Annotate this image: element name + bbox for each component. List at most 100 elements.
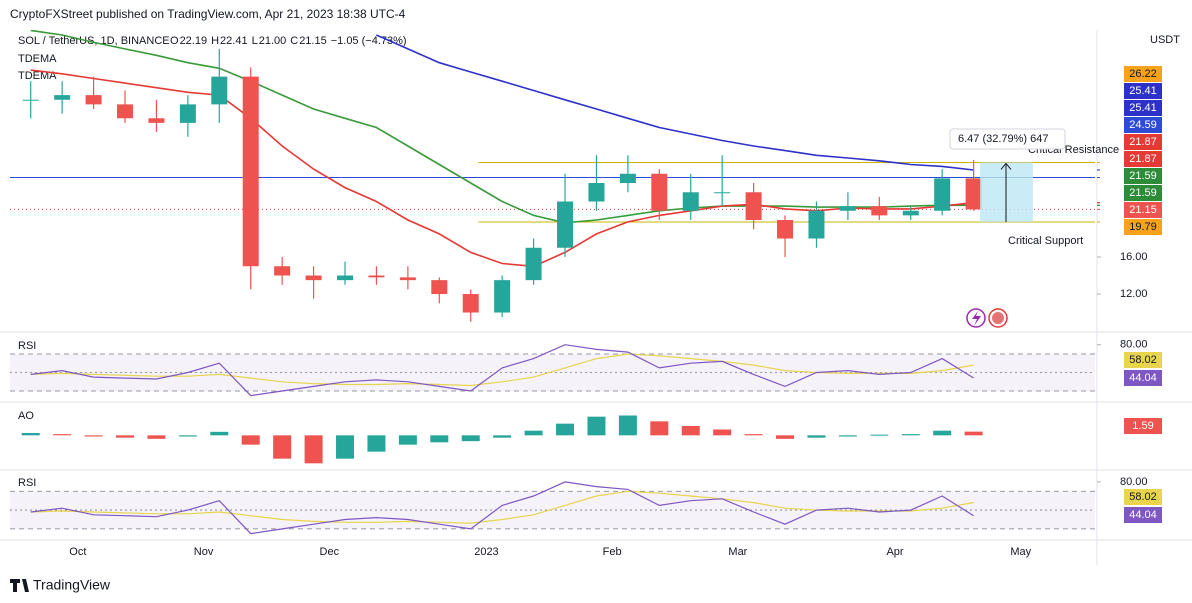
candle-body xyxy=(462,294,479,313)
icons xyxy=(966,308,1008,328)
symbol: SOL / TetherUS, 1D, BINANCE xyxy=(18,35,170,47)
candle-body xyxy=(714,192,731,194)
candle-body xyxy=(85,95,102,105)
legend: SOL / TetherUS, 1D, BINANCE TDEMA TDEMA xyxy=(18,35,170,82)
price-badge-label: 58.02 xyxy=(1129,491,1157,503)
candle-body xyxy=(839,206,856,211)
ao-bar xyxy=(901,434,920,436)
panel-title: RSI xyxy=(18,477,36,489)
panel-title: AO xyxy=(18,410,34,422)
ao-bar xyxy=(304,435,323,464)
price-badge-label: 44.04 xyxy=(1129,372,1157,384)
ohlc-value: 21.15 xyxy=(299,35,327,47)
price-badge-label: 25.41 xyxy=(1129,85,1157,97)
measure-label-box xyxy=(949,128,1066,150)
candle-body xyxy=(337,275,354,281)
candle-body xyxy=(305,275,322,281)
candle-body xyxy=(54,95,71,100)
price-badge-label: 58.02 xyxy=(1129,354,1157,366)
icon xyxy=(972,311,981,326)
candle-body xyxy=(368,275,385,278)
price-badge xyxy=(1124,151,1162,167)
candle-body xyxy=(557,201,574,248)
price-badge-label: 21.59 xyxy=(1129,170,1157,182)
price-badge xyxy=(1124,168,1162,184)
ao-bar xyxy=(367,435,386,452)
ao-bar xyxy=(493,435,512,438)
x-tick-label: Oct xyxy=(69,546,86,558)
price-badge xyxy=(1124,100,1162,116)
candle-body xyxy=(179,104,196,123)
ao-bar xyxy=(430,435,449,443)
ao-bar xyxy=(933,430,952,436)
currency: USDT xyxy=(1150,34,1180,46)
rsi-line xyxy=(30,481,974,535)
ao-bar xyxy=(398,435,417,445)
price-badge xyxy=(1124,418,1162,434)
ao-bar xyxy=(53,434,72,436)
ao-bar xyxy=(964,431,983,436)
candle-body xyxy=(619,173,636,184)
candle-body xyxy=(274,266,291,276)
ohlc-value: 22.19 xyxy=(180,35,208,47)
candle-body xyxy=(148,118,165,123)
measure-label: 6.47 (32.79%) 647 xyxy=(958,133,1049,145)
x-tick-label: Apr xyxy=(886,546,903,558)
price-badge-label: 21.87 xyxy=(1129,153,1157,165)
ao-bar xyxy=(556,423,575,436)
icon xyxy=(992,312,1004,324)
panel-title: RSI xyxy=(18,340,36,352)
candle-body xyxy=(431,280,448,295)
indicator-name: TDEMA xyxy=(18,53,57,65)
candle-body xyxy=(211,76,228,105)
ohlc-label: C xyxy=(290,35,298,47)
candle-body xyxy=(22,99,39,101)
candle-body xyxy=(117,104,134,119)
logo xyxy=(10,579,29,592)
price-badge-label: 24.59 xyxy=(1129,119,1157,131)
candle-body xyxy=(902,210,919,216)
candle-body xyxy=(525,247,542,281)
ao-bar xyxy=(21,433,40,436)
candle-body xyxy=(588,183,605,202)
ohlc-value: 22.41 xyxy=(220,35,248,47)
price-badge-label: 44.04 xyxy=(1129,509,1157,521)
x-tick-label: May xyxy=(1010,546,1031,558)
ao-bar xyxy=(587,416,606,436)
ohlc: O 22.19 H 22.41 L 21.00 C 21.15 −1.05 (−4.73%) xyxy=(170,35,407,47)
price-badge-label: 26.22 xyxy=(1129,68,1157,80)
ao-bar xyxy=(84,435,103,437)
rsi-line xyxy=(30,344,974,397)
ao-bar xyxy=(870,434,889,436)
ao-bar xyxy=(241,435,260,445)
brand: TradingView xyxy=(33,577,111,593)
ao-bar xyxy=(524,430,543,436)
ao-bar xyxy=(681,426,700,436)
y-tick-label: 16.00 xyxy=(1120,251,1148,263)
y-tick-label: 80.00 xyxy=(1120,339,1148,351)
x-tick-label: Mar xyxy=(728,546,747,558)
ao-bar xyxy=(776,435,795,439)
candle-body xyxy=(777,220,794,239)
ao-bar xyxy=(807,435,826,438)
ao-bar xyxy=(713,429,732,436)
x-tick-label: 2023 xyxy=(474,546,498,558)
price-badge xyxy=(1124,219,1162,235)
candle-body xyxy=(494,280,511,313)
moving-average xyxy=(376,34,974,171)
ao-bar xyxy=(178,435,197,437)
price-badge xyxy=(1124,489,1162,505)
candle-body xyxy=(682,192,699,211)
price-badge xyxy=(1124,352,1162,368)
rsi-band xyxy=(10,353,1095,392)
ao-bar xyxy=(618,415,637,436)
price-badge xyxy=(1124,134,1162,150)
ohlc-value: 21.00 xyxy=(259,35,287,47)
price-badge-label: 21.87 xyxy=(1129,136,1157,148)
price-badge xyxy=(1124,202,1162,218)
price-badge xyxy=(1124,185,1162,201)
ohlc-label: H xyxy=(211,35,219,47)
price-badge-label: 1.59 xyxy=(1132,420,1153,432)
price-badge xyxy=(1124,507,1162,523)
